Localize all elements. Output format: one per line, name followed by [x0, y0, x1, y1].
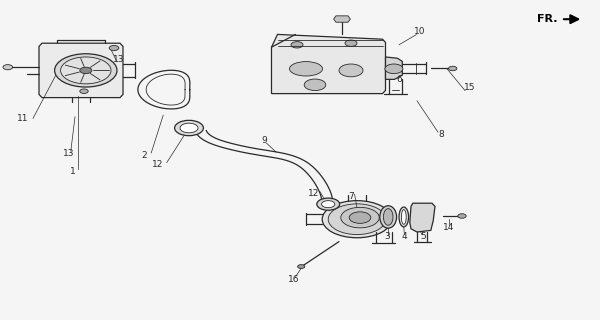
Circle shape	[80, 67, 92, 74]
Circle shape	[80, 89, 88, 93]
Text: FR.: FR.	[538, 14, 558, 24]
Text: 14: 14	[443, 223, 454, 232]
Circle shape	[175, 120, 203, 136]
Polygon shape	[410, 203, 435, 232]
Text: 13: 13	[113, 55, 125, 64]
Text: 15: 15	[464, 84, 476, 92]
Text: 5: 5	[420, 232, 426, 241]
Text: 13: 13	[63, 149, 75, 158]
Circle shape	[317, 198, 340, 210]
Text: 6: 6	[396, 76, 402, 84]
Circle shape	[345, 40, 357, 46]
Ellipse shape	[290, 61, 323, 76]
Ellipse shape	[339, 64, 363, 77]
Ellipse shape	[380, 206, 397, 228]
Circle shape	[349, 212, 371, 223]
Circle shape	[291, 42, 303, 48]
Text: 2: 2	[141, 151, 147, 160]
Text: 16: 16	[288, 276, 300, 284]
Ellipse shape	[401, 210, 406, 224]
Text: 3: 3	[384, 232, 390, 241]
Text: 12: 12	[308, 189, 319, 198]
Circle shape	[341, 207, 379, 228]
Text: 9: 9	[261, 136, 267, 145]
Circle shape	[385, 64, 403, 74]
Text: 8: 8	[438, 130, 444, 139]
Circle shape	[304, 79, 326, 91]
Text: 7: 7	[348, 192, 354, 201]
Text: 4: 4	[401, 232, 407, 241]
Text: 1: 1	[70, 167, 76, 176]
Text: 12: 12	[152, 160, 163, 169]
Circle shape	[55, 54, 117, 87]
Circle shape	[298, 265, 305, 268]
Text: 11: 11	[17, 114, 29, 123]
Circle shape	[458, 214, 466, 218]
Polygon shape	[271, 34, 386, 93]
Circle shape	[449, 66, 457, 71]
Circle shape	[322, 201, 392, 238]
Ellipse shape	[399, 207, 409, 227]
Circle shape	[109, 45, 119, 51]
Circle shape	[3, 65, 13, 70]
Circle shape	[61, 57, 111, 84]
Circle shape	[180, 123, 198, 133]
Ellipse shape	[383, 209, 393, 225]
Text: 10: 10	[414, 28, 426, 36]
Polygon shape	[39, 43, 123, 98]
Polygon shape	[334, 16, 350, 22]
Polygon shape	[386, 57, 403, 79]
Circle shape	[328, 204, 386, 235]
Circle shape	[322, 201, 335, 208]
